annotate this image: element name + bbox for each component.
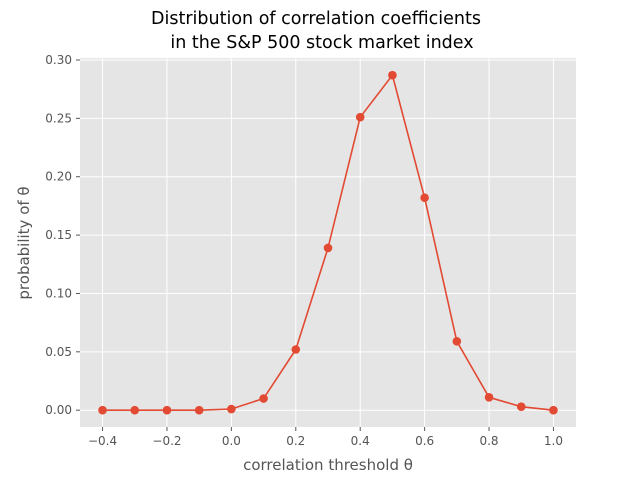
- x-tick-label: 0.8: [479, 434, 498, 448]
- data-point: [388, 70, 397, 80]
- x-tick-label: 0.6: [415, 434, 434, 448]
- ticks: −0.4 −0.2 0.0 0.2 0.4 0.6 0.8 1.0 0.00 0.05 0.10 0.…: [45, 53, 563, 448]
- y-tick-label: 0.15: [45, 228, 72, 242]
- x-axis-label: correlation threshold θ: [243, 456, 413, 474]
- x-tick-label: 0.2: [286, 434, 305, 448]
- y-tick-label: 0.10: [45, 286, 72, 300]
- chart-title-line-2: in the S&P 500 stock market index: [170, 33, 473, 53]
- data-point: [452, 337, 462, 346]
- x-tick-label: 1.0: [544, 434, 563, 448]
- data-point: [355, 112, 365, 122]
- data-point: [420, 193, 429, 203]
- y-tick-label: 0.05: [45, 345, 72, 359]
- x-tick-label: 0.0: [222, 434, 241, 448]
- y-tick-label: 0.00: [45, 403, 72, 417]
- y-tick-label: 0.25: [45, 111, 72, 125]
- x-tick-label: 0.4: [351, 434, 370, 448]
- grid: [80, 58, 576, 427]
- chart-title-line-1: Distribution of correlation coefficients: [151, 9, 481, 29]
- y-tick-label: 0.30: [45, 53, 72, 67]
- series: [98, 70, 558, 415]
- plot-area: [80, 58, 576, 427]
- y-axis-label: probability of θ: [15, 186, 33, 299]
- data-point: [194, 405, 204, 415]
- y-tick-label: 0.20: [45, 170, 72, 184]
- data-point: [98, 405, 107, 415]
- data-point: [323, 243, 333, 253]
- data-point: [259, 394, 268, 403]
- data-point: [227, 404, 236, 414]
- data-point: [549, 405, 558, 415]
- data-point: [516, 402, 526, 411]
- data-point: [291, 345, 301, 354]
- x-tick-label: −0.2: [152, 434, 181, 448]
- data-point: [162, 405, 172, 415]
- data-point: [484, 393, 494, 402]
- x-tick-label: −0.4: [88, 434, 117, 448]
- data-point: [130, 405, 140, 415]
